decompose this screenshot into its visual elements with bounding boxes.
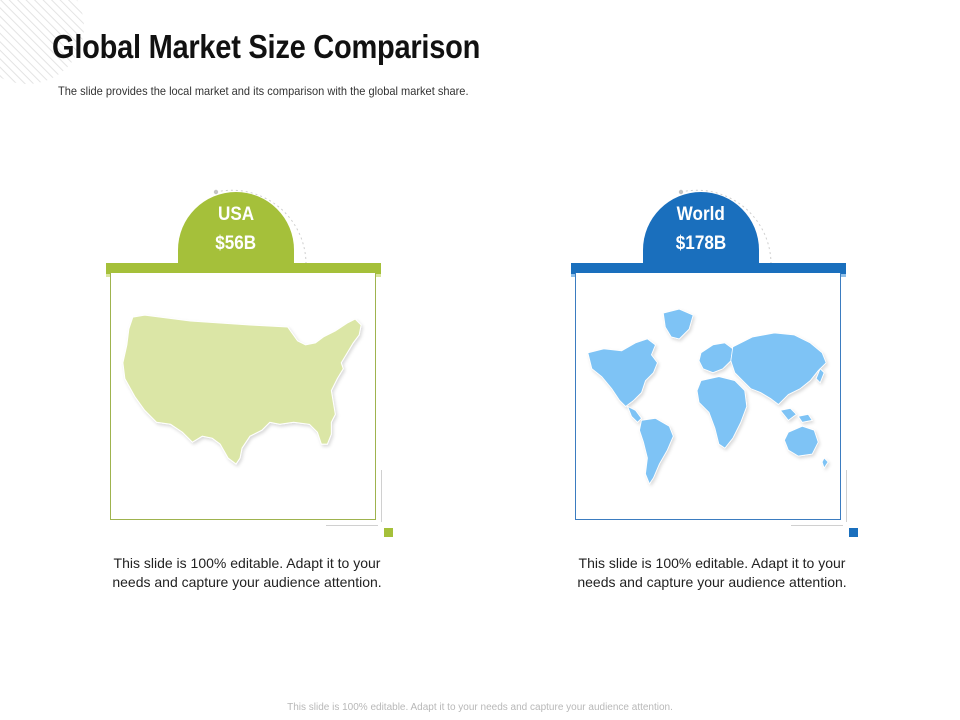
- corner-decoration: [0, 0, 84, 84]
- usa-corner-line-horizontal: [326, 525, 378, 526]
- world-corner-square: [849, 528, 858, 537]
- world-region-label: World: [676, 204, 726, 225]
- footer-note: This slide is 100% editable. Adapt it to…: [287, 702, 673, 713]
- usa-map-frame: [110, 273, 376, 520]
- usa-description: This slide is 100% editable. Adapt it to…: [112, 555, 382, 590]
- world-description: This slide is 100% editable. Adapt it to…: [577, 555, 847, 590]
- world-map-frame: [575, 273, 841, 520]
- page-title: Global Market Size Comparison: [52, 28, 481, 65]
- usa-region-label: USA: [217, 204, 255, 225]
- world-card: World $178B: [565, 180, 865, 545]
- usa-market-value: $56B: [215, 233, 257, 254]
- world-corner-line-horizontal: [791, 525, 843, 526]
- usa-badge: USA $56B: [178, 192, 294, 264]
- usa-corner-line-vertical: [381, 470, 382, 522]
- usa-card: USA $56B: [100, 180, 400, 545]
- usa-map-icon: [122, 314, 362, 465]
- world-market-value: $178B: [675, 233, 727, 254]
- world-map-icon: [587, 308, 829, 485]
- usa-corner-square: [384, 528, 393, 537]
- world-badge: World $178B: [643, 192, 759, 264]
- page-subtitle: The slide provides the local market and …: [58, 84, 469, 98]
- world-corner-line-vertical: [846, 470, 847, 522]
